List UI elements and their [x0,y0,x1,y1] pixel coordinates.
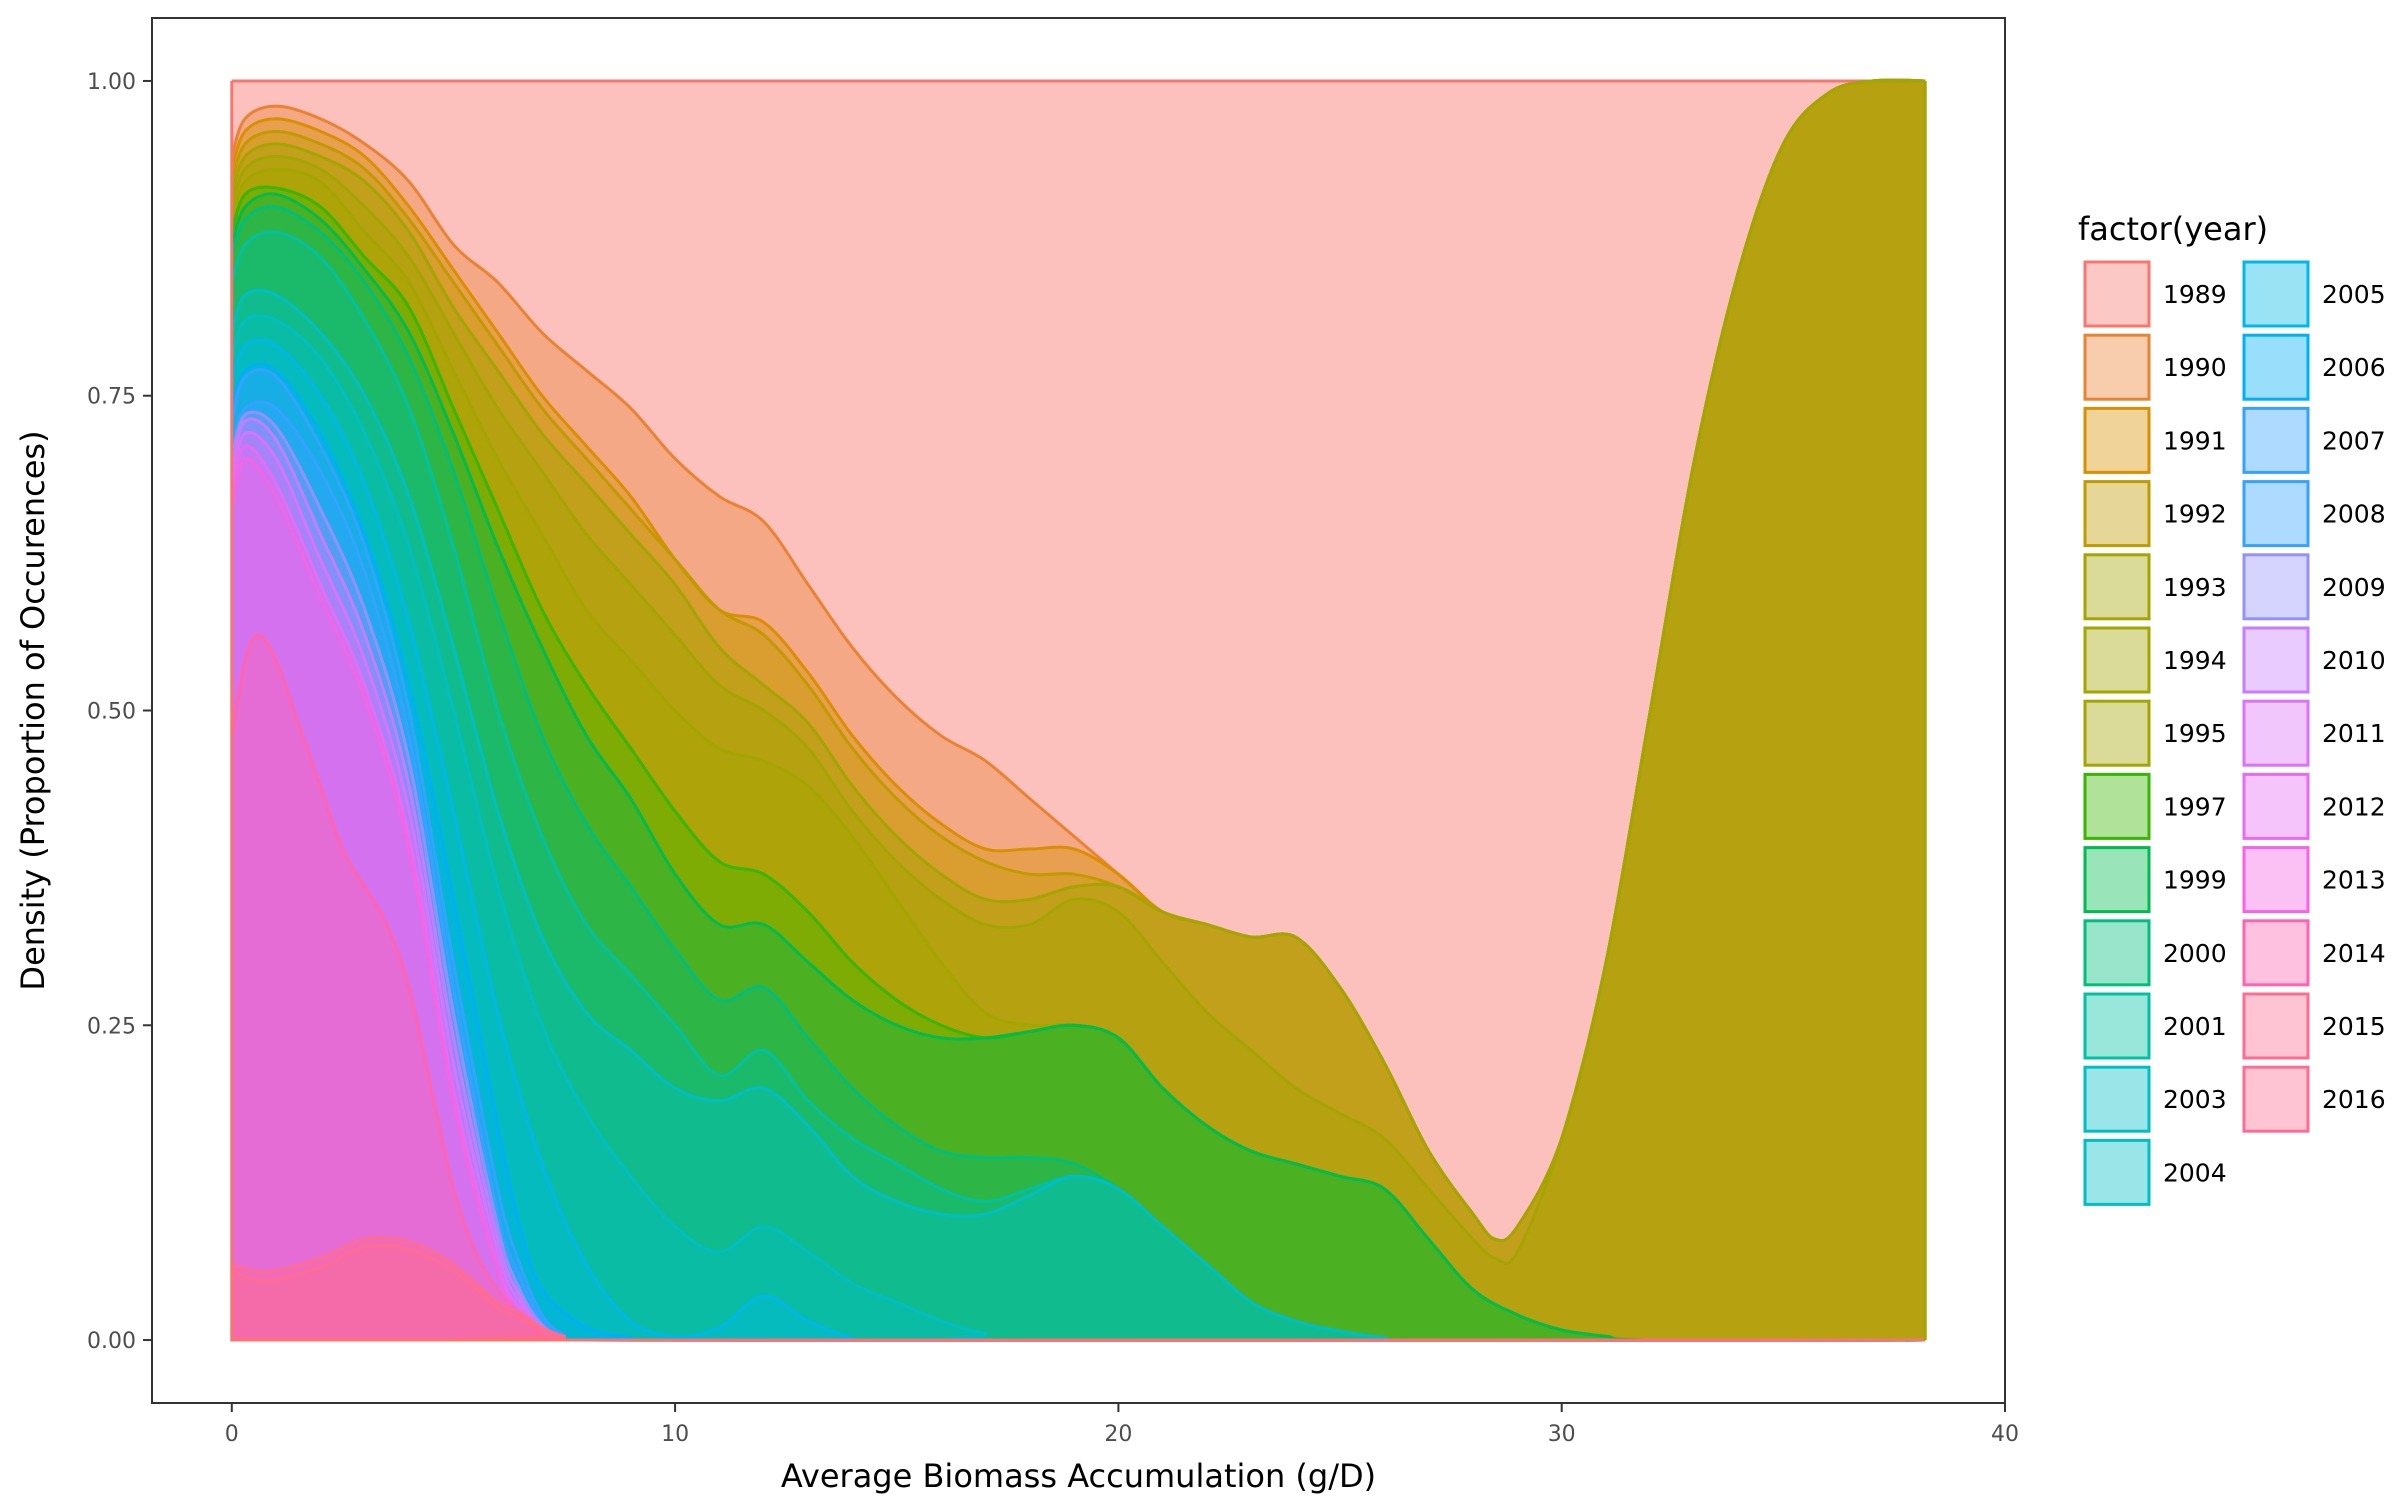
legend-label-1995: 1995 [2163,719,2227,748]
legend-label-1990: 1990 [2163,353,2227,382]
legend-title: factor(year) [2078,210,2268,248]
legend-key-2016 [2242,1065,2310,1133]
legend-label-2014: 2014 [2322,939,2386,968]
legend-label-2001: 2001 [2163,1012,2227,1041]
legend-label-1999: 1999 [2163,866,2227,895]
legend-key-2010 [2242,626,2310,694]
area-2003 [231,290,1926,1341]
legend-key-2000 [2083,919,2151,987]
x-tick-label: 0 [225,1422,239,1447]
legend-key-1989 [2083,260,2151,328]
legend-label-2008: 2008 [2322,500,2386,529]
legend-label-2011: 2011 [2322,719,2386,748]
legend-key-1990 [2083,333,2151,401]
area-1999 [231,193,1926,1341]
area-2007 [231,369,1926,1341]
legend-key-1994 [2083,626,2151,694]
area-1995 [231,169,1926,1341]
area-2016 [231,1245,1926,1341]
area-2004 [231,315,1926,1341]
legend-key-2006 [2242,333,2310,401]
area-1992 [231,80,1926,1341]
x-tick-label: 10 [661,1422,689,1447]
area-2006 [231,364,1926,1341]
legend-label-2012: 2012 [2322,792,2386,821]
y-tick-label: 0.50 [87,700,136,725]
legend-key-1999 [2083,846,2151,914]
area-2001 [231,231,1926,1341]
area-2011 [231,432,1926,1341]
legend-label-1992: 1992 [2163,500,2227,529]
legend: factor(year) 1989 1990 1991 1992 1993 1994 199… [2078,210,2386,1206]
curve-1999 [230,192,1926,1342]
legend-label-2015: 2015 [2322,1012,2386,1041]
legend-key-2005 [2242,260,2310,328]
legend-key-1993 [2083,553,2151,621]
legend-label-2005: 2005 [2322,280,2386,309]
y-axis: 0.00 0.25 0.50 0.75 1.00 [87,70,152,1354]
legend-key-2004 [2083,1138,2151,1206]
legend-key-2014 [2242,919,2310,987]
legend-key-2008 [2242,480,2310,548]
legend-label-1997: 1997 [2163,792,2227,821]
legend-label-1994: 1994 [2163,646,2227,675]
x-axis: 0 10 20 30 40 [225,1403,2019,1447]
area-1994 [231,80,1926,1341]
area-1989 [231,80,1926,1341]
legend-key-2015 [2242,992,2310,1060]
legend-label-2007: 2007 [2322,426,2386,455]
curve-2004 [230,313,1926,1343]
legend-key-2003 [2083,1065,2151,1133]
legend-key-2009 [2242,553,2310,621]
area-1993 [231,80,1926,1341]
legend-label-1989: 1989 [2163,280,2227,309]
y-tick-label: 0.00 [87,1329,136,1354]
area-2000 [231,206,1926,1341]
y-axis-title: Density (Proportion of Occurences) [14,430,52,990]
legend-label-2016: 2016 [2322,1085,2386,1114]
legend-label-1991: 1991 [2163,426,2227,455]
curve-1994 [230,78,1926,1265]
x-tick-label: 20 [1104,1422,1132,1447]
area-1991 [231,80,1926,1341]
area-2013 [231,458,1926,1341]
area-outline-1989 [230,80,1926,1342]
legend-key-2007 [2242,406,2310,474]
legend-key-2001 [2083,992,2151,1060]
legend-label-2000: 2000 [2163,939,2227,968]
curve-2003 [230,288,1926,1342]
legend-key-2012 [2242,772,2310,840]
legend-key-2011 [2242,699,2310,767]
y-tick-label: 1.00 [87,70,136,95]
legend-key-1991 [2083,406,2151,474]
legend-label-1993: 1993 [2163,573,2227,602]
legend-label-2009: 2009 [2322,573,2386,602]
area-2012 [231,445,1926,1341]
x-axis-title: Average Biomass Accumulation (g/D) [781,1457,1376,1495]
legend-key-1995 [2083,699,2151,767]
legend-label-2010: 2010 [2322,646,2386,675]
x-tick-label: 30 [1548,1422,1576,1447]
x-tick-label: 40 [1991,1422,2019,1447]
area-1997 [231,187,1926,1341]
legend-key-1992 [2083,480,2151,548]
legend-key-1997 [2083,772,2151,840]
y-tick-label: 0.75 [87,385,136,410]
legend-label-2004: 2004 [2163,1158,2227,1187]
legend-label-2003: 2003 [2163,1085,2227,1114]
legend-key-2013 [2242,846,2310,914]
area-2014 [231,634,1926,1341]
area-1990 [231,80,1926,1341]
legend-label-2013: 2013 [2322,866,2386,895]
y-tick-label: 0.25 [87,1014,136,1039]
density-areas [230,78,1927,1343]
legend-label-2006: 2006 [2322,353,2386,382]
